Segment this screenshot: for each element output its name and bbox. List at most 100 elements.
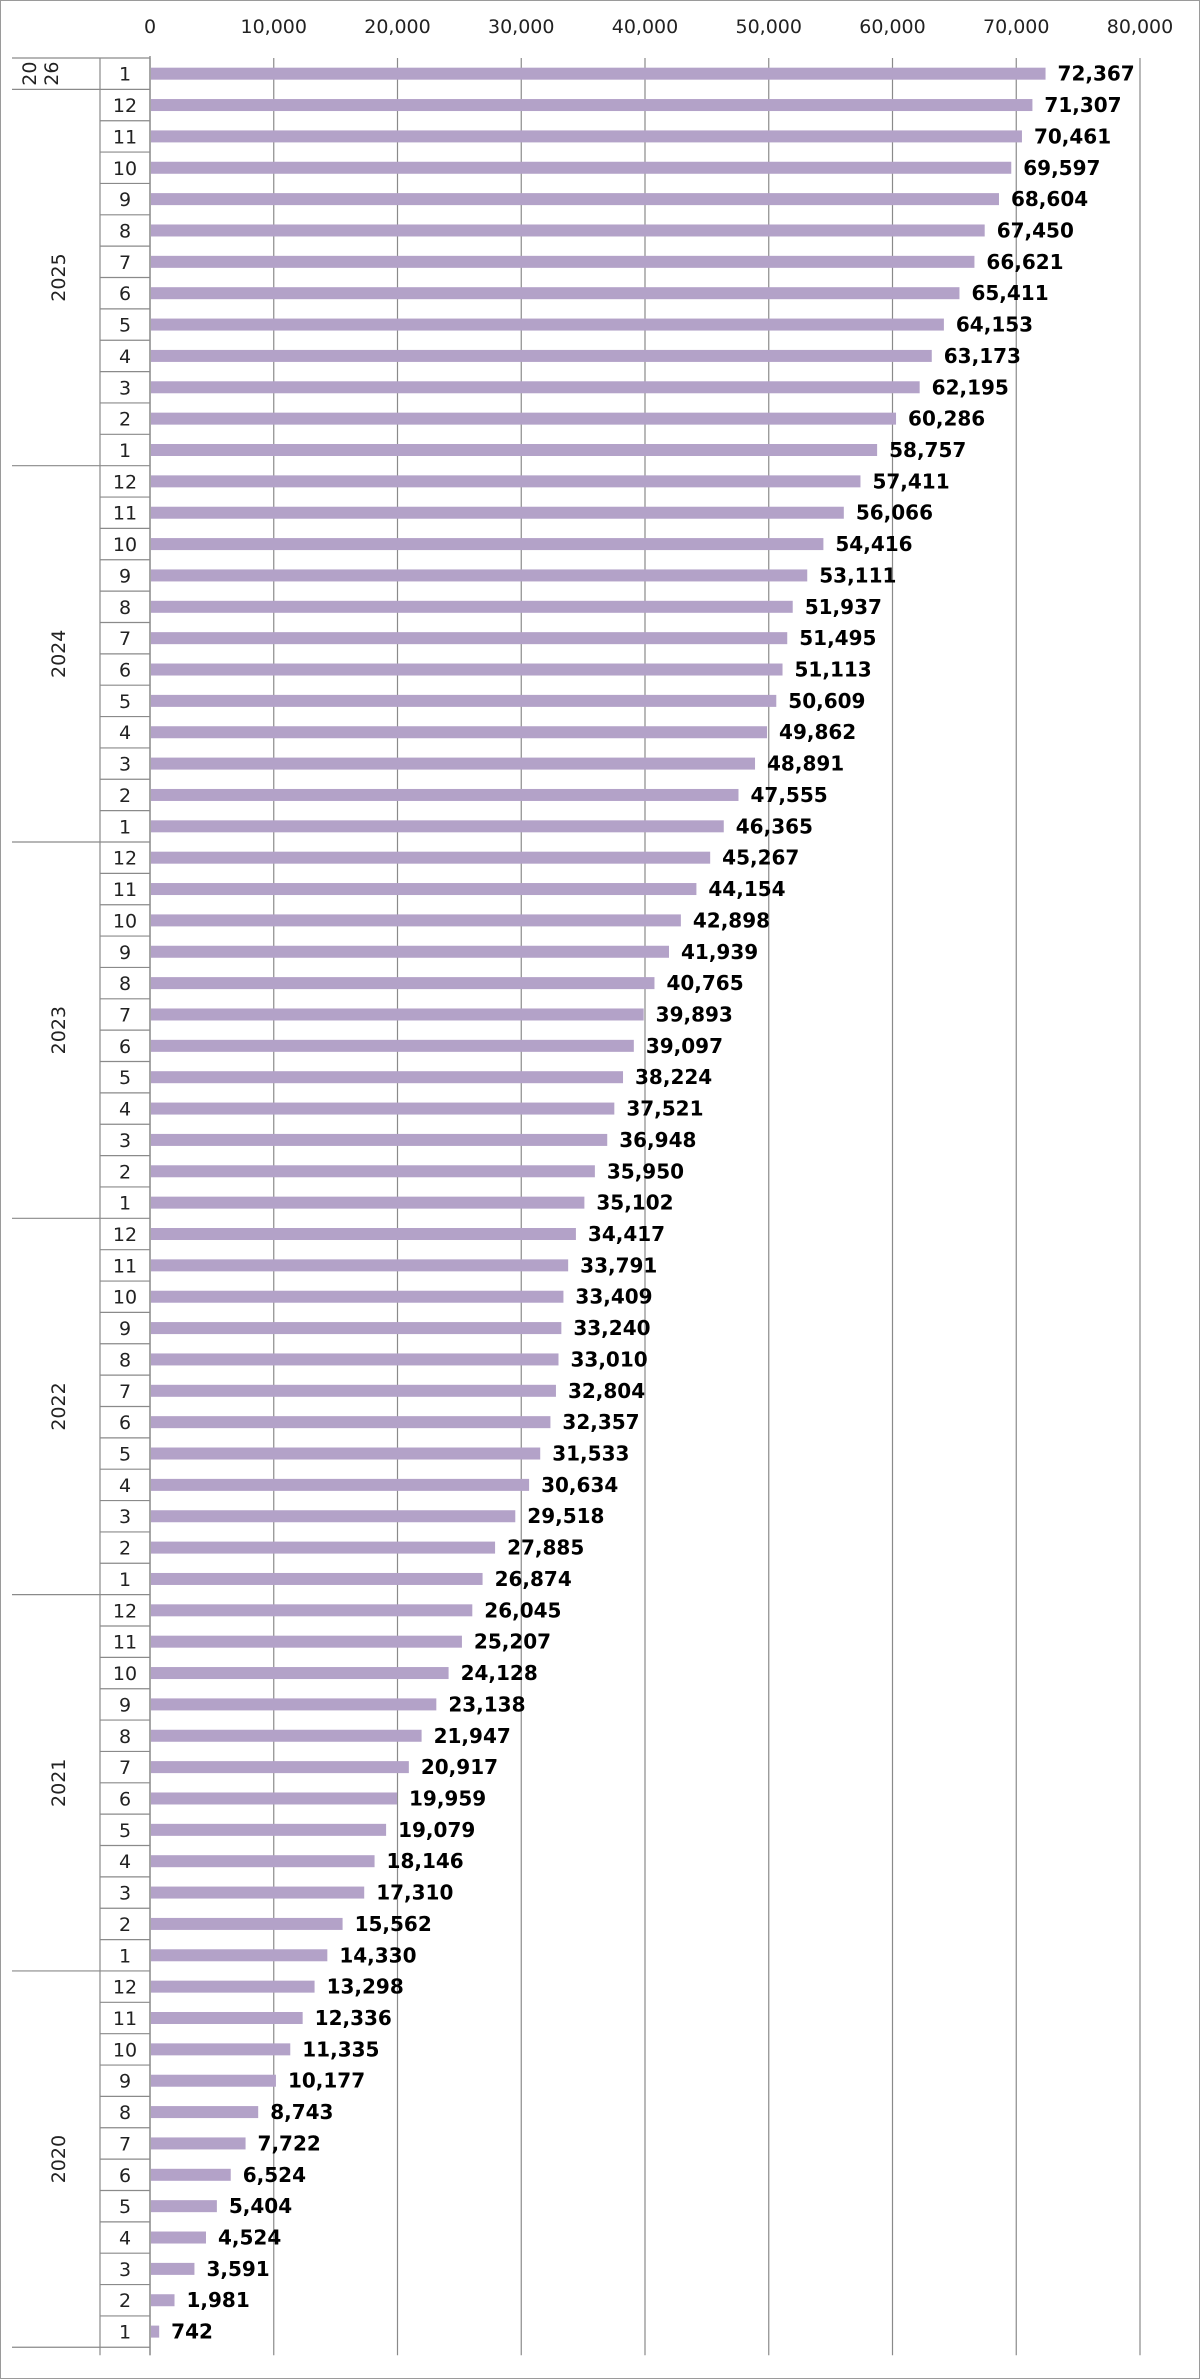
value-label: 33,409 xyxy=(575,1285,652,1309)
month-label: 6 xyxy=(119,2165,131,2187)
month-label: 9 xyxy=(119,189,131,211)
bar xyxy=(151,1510,516,1523)
bar xyxy=(151,2074,276,2087)
x-tick-label: 70,000 xyxy=(983,16,1049,38)
value-label: 33,240 xyxy=(573,1316,650,1340)
value-label: 15,562 xyxy=(355,1912,432,1936)
month-label: 7 xyxy=(119,252,131,274)
bar xyxy=(151,2106,259,2119)
value-label: 64,153 xyxy=(956,313,1033,337)
month-label: 2 xyxy=(119,785,131,807)
month-label: 7 xyxy=(119,1004,131,1026)
month-label: 5 xyxy=(119,2196,131,2218)
value-label: 14,330 xyxy=(339,1943,416,1967)
value-labels: 72,367 71,307 70,461 69,597 68,604 67,450 66,6… xyxy=(171,62,1135,2344)
bar xyxy=(151,1384,556,1397)
bar xyxy=(151,726,768,739)
value-label: 35,102 xyxy=(596,1191,673,1215)
value-label: 30,634 xyxy=(541,1473,618,1497)
bar xyxy=(151,1071,624,1084)
value-label: 31,533 xyxy=(552,1442,629,1466)
month-label: 11 xyxy=(113,1255,137,1277)
value-label: 35,950 xyxy=(607,1159,684,1183)
value-label: 1,981 xyxy=(187,2288,250,2312)
bar xyxy=(151,1980,315,1993)
month-label: 1 xyxy=(119,64,131,86)
value-label: 33,010 xyxy=(570,1347,647,1371)
month-label: 6 xyxy=(119,1412,131,1434)
category-labels: 1121110987654321121110987654321121110987… xyxy=(113,64,137,2344)
bar xyxy=(151,2294,175,2307)
value-label: 69,597 xyxy=(1023,156,1100,180)
bar xyxy=(151,1133,608,1146)
bar xyxy=(151,1729,422,1742)
month-label: 1 xyxy=(119,440,131,462)
month-label: 7 xyxy=(119,1757,131,1779)
value-label: 7,722 xyxy=(258,2131,321,2155)
bar xyxy=(151,412,897,425)
value-label: 38,224 xyxy=(635,1065,712,1089)
bar xyxy=(151,1572,483,1585)
x-tick-label: 10,000 xyxy=(241,16,307,38)
bar xyxy=(151,1039,634,1052)
value-label: 8,743 xyxy=(270,2100,333,2124)
value-label: 25,207 xyxy=(474,1630,551,1654)
month-label: 2 xyxy=(119,2290,131,2312)
bar xyxy=(151,663,783,676)
bar xyxy=(151,475,861,488)
bar xyxy=(151,255,975,268)
bar xyxy=(151,2231,206,2244)
bar xyxy=(151,788,739,801)
value-label: 50,609 xyxy=(788,689,865,713)
bar xyxy=(151,851,711,864)
value-label: 54,416 xyxy=(835,532,912,556)
bar xyxy=(151,224,985,237)
month-label: 10 xyxy=(113,1287,137,1309)
month-label: 9 xyxy=(119,1694,131,1716)
month-label: 1 xyxy=(119,816,131,838)
month-label: 1 xyxy=(119,1193,131,1215)
value-label: 21,947 xyxy=(434,1724,511,1748)
value-label: 62,195 xyxy=(932,375,1009,399)
bar xyxy=(151,1416,551,1429)
bar xyxy=(151,538,824,551)
month-label: 4 xyxy=(119,1099,131,1121)
bar xyxy=(151,1447,541,1460)
month-label: 4 xyxy=(119,346,131,368)
bar xyxy=(151,1886,365,1899)
month-label: 6 xyxy=(119,283,131,305)
month-label: 6 xyxy=(119,1036,131,1058)
bar xyxy=(151,2012,303,2024)
bar xyxy=(151,1667,449,1680)
value-label: 26,874 xyxy=(495,1567,572,1591)
value-label: 37,521 xyxy=(626,1097,703,1121)
value-label: 36,948 xyxy=(619,1128,696,1152)
month-label: 9 xyxy=(119,1318,131,1340)
bar xyxy=(151,2137,246,2150)
month-label: 4 xyxy=(119,1851,131,1873)
month-label: 10 xyxy=(113,1663,137,1685)
month-label: 8 xyxy=(119,973,131,995)
bar xyxy=(151,2168,231,2181)
bar xyxy=(151,1823,387,1836)
month-label: 11 xyxy=(113,879,137,901)
bar xyxy=(151,1353,559,1366)
value-label: 46,365 xyxy=(736,814,813,838)
bar xyxy=(151,757,756,770)
bar xyxy=(151,318,944,331)
month-label: 8 xyxy=(119,1726,131,1748)
value-label: 10,177 xyxy=(288,2069,365,2093)
month-label: 9 xyxy=(119,942,131,964)
bar xyxy=(151,506,844,519)
month-label: 4 xyxy=(119,2228,131,2250)
value-label: 51,495 xyxy=(799,626,876,650)
value-label: 32,804 xyxy=(568,1379,645,1403)
value-label: 3,591 xyxy=(206,2257,269,2281)
month-label: 4 xyxy=(119,1475,131,1497)
bar xyxy=(151,2043,291,2056)
month-label: 9 xyxy=(119,2071,131,2093)
value-label: 33,791 xyxy=(580,1253,657,1277)
x-tick-label: 40,000 xyxy=(612,16,678,38)
value-label: 58,757 xyxy=(889,438,966,462)
month-label: 10 xyxy=(113,910,137,932)
